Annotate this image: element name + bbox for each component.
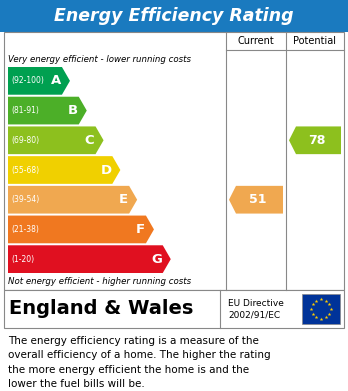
Bar (4, 32, 344, 290)
Polygon shape (8, 215, 154, 243)
Text: The energy efficiency rating is a measure of the
overall efficiency of a home. T: The energy efficiency rating is a measur… (8, 336, 271, 389)
Text: A: A (51, 74, 61, 87)
Polygon shape (289, 126, 341, 154)
Text: Very energy efficient - lower running costs: Very energy efficient - lower running co… (8, 56, 191, 65)
Text: Potential: Potential (293, 36, 337, 46)
Text: 78: 78 (308, 134, 326, 147)
Bar (302, 294, 340, 324)
Bar (0, 0, 348, 32)
Text: G: G (151, 253, 162, 265)
Text: (69-80): (69-80) (11, 136, 39, 145)
Text: (1-20): (1-20) (11, 255, 34, 264)
Polygon shape (8, 156, 120, 184)
Polygon shape (229, 186, 283, 213)
Text: England & Wales: England & Wales (9, 300, 193, 319)
Text: (92-100): (92-100) (11, 76, 44, 85)
Text: 51: 51 (249, 193, 267, 206)
Polygon shape (8, 186, 137, 213)
Polygon shape (8, 67, 70, 95)
Text: D: D (101, 163, 112, 176)
Text: F: F (135, 223, 144, 236)
Text: (81-91): (81-91) (11, 106, 39, 115)
Text: C: C (85, 134, 94, 147)
Text: (39-54): (39-54) (11, 195, 39, 204)
Bar (4, 290, 344, 328)
Text: B: B (68, 104, 78, 117)
Text: Not energy efficient - higher running costs: Not energy efficient - higher running co… (8, 278, 191, 287)
Polygon shape (8, 126, 104, 154)
Text: E: E (119, 193, 128, 206)
Text: (21-38): (21-38) (11, 225, 39, 234)
Text: (55-68): (55-68) (11, 165, 39, 174)
Text: Current: Current (238, 36, 274, 46)
Polygon shape (8, 97, 87, 124)
Text: Energy Efficiency Rating: Energy Efficiency Rating (54, 7, 294, 25)
Polygon shape (8, 245, 171, 273)
Text: EU Directive
2002/91/EC: EU Directive 2002/91/EC (228, 299, 284, 319)
